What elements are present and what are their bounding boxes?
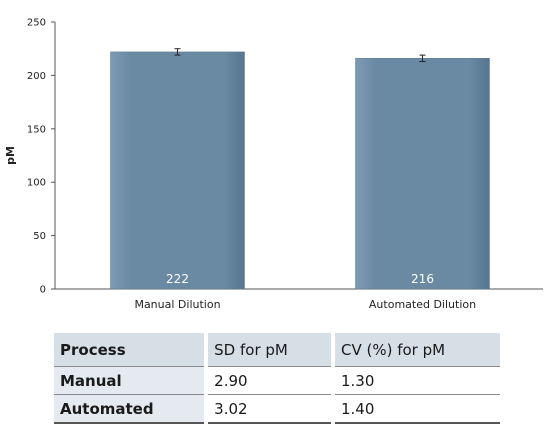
table-header-row: Process SD for pM CV (%) for pM xyxy=(54,333,500,367)
row-automated-sd: 3.02 xyxy=(204,394,333,424)
row-automated-cv: 1.40 xyxy=(331,394,500,424)
y-tick-label: 50 xyxy=(33,231,46,242)
bar xyxy=(355,58,490,290)
row-manual-sd: 2.90 xyxy=(204,366,333,395)
row-manual-process: Manual xyxy=(54,366,207,395)
chart-svg: 0 50 100 150 200 250 pM 222 Manual Dilution 216 Au… xyxy=(4,18,543,311)
header-sd: SD for pM xyxy=(204,333,333,367)
bar-chart: 0 50 100 150 200 250 pM 222 Manual Dilution 216 Au… xyxy=(4,18,543,311)
x-category-label: Manual Dilution xyxy=(134,298,220,311)
y-axis-label: pM xyxy=(4,146,17,165)
bar-value-label: 222 xyxy=(166,272,189,286)
row-automated-process: Automated xyxy=(54,394,207,424)
x-category-label: Automated Dilution xyxy=(369,298,476,311)
y-tick-label: 200 xyxy=(27,71,46,82)
table-row: Automated 3.02 1.40 xyxy=(54,394,500,424)
y-tick-label: 250 xyxy=(27,18,46,29)
y-tick-label: 100 xyxy=(27,178,46,189)
y-tick-label: 0 xyxy=(40,285,46,296)
statistics-table: Process SD for pM CV (%) for pM Manual 2… xyxy=(54,333,500,424)
bar-value-label: 216 xyxy=(411,272,434,286)
row-manual-cv: 1.30 xyxy=(331,366,500,395)
y-tick-label: 150 xyxy=(27,124,46,135)
bar xyxy=(110,51,245,290)
table-row: Manual 2.90 1.30 xyxy=(54,366,500,395)
header-process: Process xyxy=(54,333,207,367)
header-cv: CV (%) for pM xyxy=(331,333,500,367)
